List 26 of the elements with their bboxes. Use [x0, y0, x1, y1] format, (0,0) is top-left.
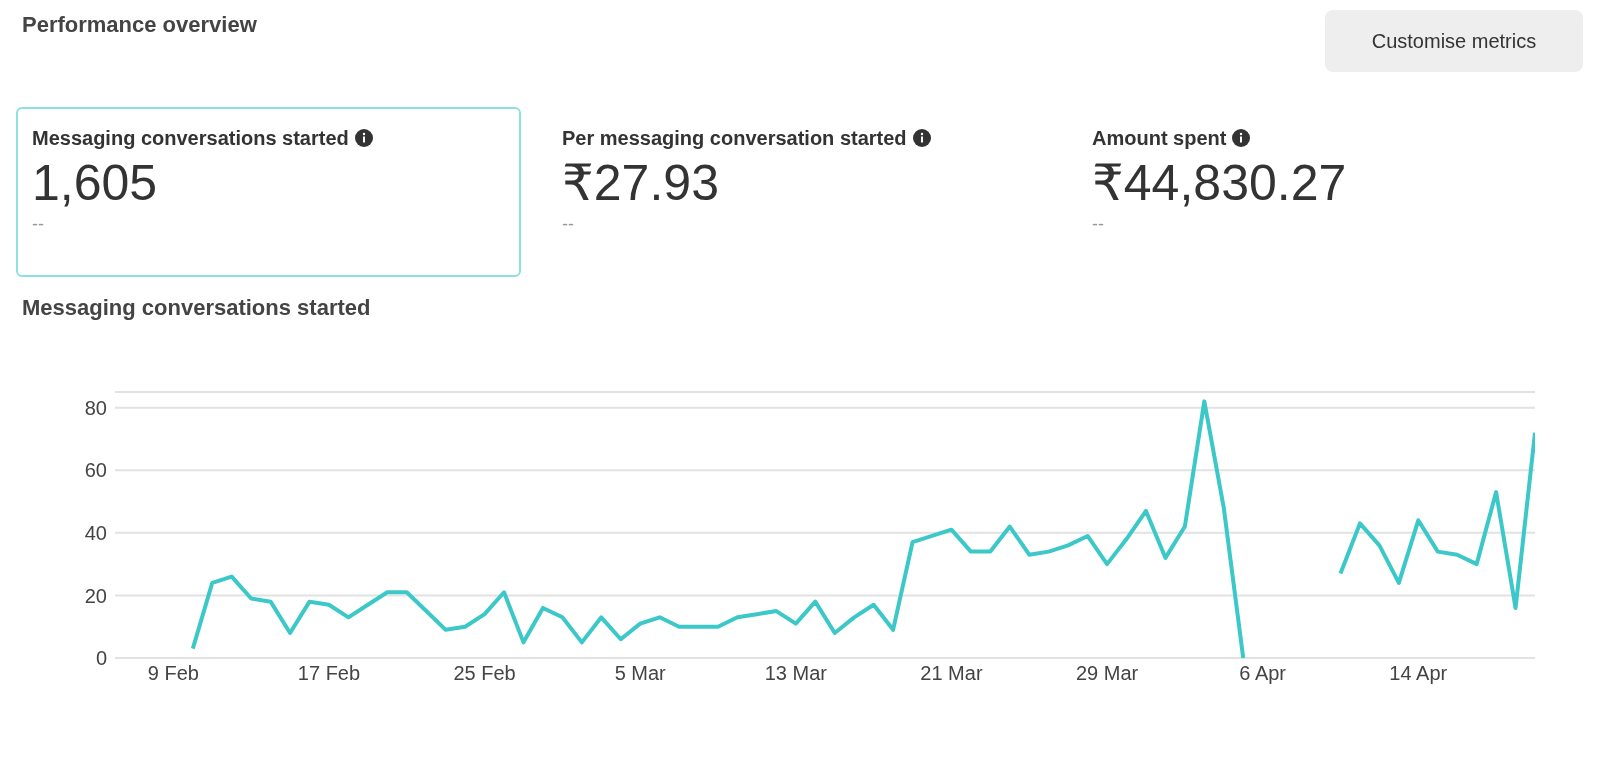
text: Customise metrics	[1325, 10, 1583, 72]
x-tick-label: 17 Feb	[297, 662, 361, 685]
x-tick-label: 21 Mar	[920, 662, 983, 685]
text: --	[1092, 214, 1105, 235]
text: Performance overview	[22, 12, 257, 38]
text: ₹44,830.27	[1092, 155, 1347, 211]
text: ₹27.93	[562, 155, 719, 211]
y-tick-label: 80	[84, 396, 107, 419]
y-tick-label: 60	[84, 459, 107, 482]
x-tick-label: 5 Mar	[614, 662, 667, 685]
y-tick-label: 40	[84, 521, 107, 544]
text: --	[562, 214, 575, 235]
category-label: Per messaging conversation started	[562, 127, 908, 150]
x-tick-label: 29 Mar	[1075, 662, 1139, 685]
y-tick-label: 0	[95, 647, 107, 670]
x-tick-label: 9 Feb	[147, 662, 199, 685]
category-label: Messaging conversations started	[32, 127, 350, 150]
chart-title: Messaging conversations started	[22, 295, 371, 321]
text: 1,605	[32, 155, 158, 211]
category-label: Amount spent	[1092, 127, 1228, 150]
text: --	[32, 214, 45, 235]
x-tick-label: 25 Feb	[453, 662, 516, 685]
x-tick-label: 6 Apr	[1239, 662, 1287, 685]
x-tick-label: 13 Mar	[764, 662, 828, 685]
x-tick-label: 14 Apr	[1389, 662, 1448, 685]
y-tick-label: 20	[84, 584, 107, 607]
